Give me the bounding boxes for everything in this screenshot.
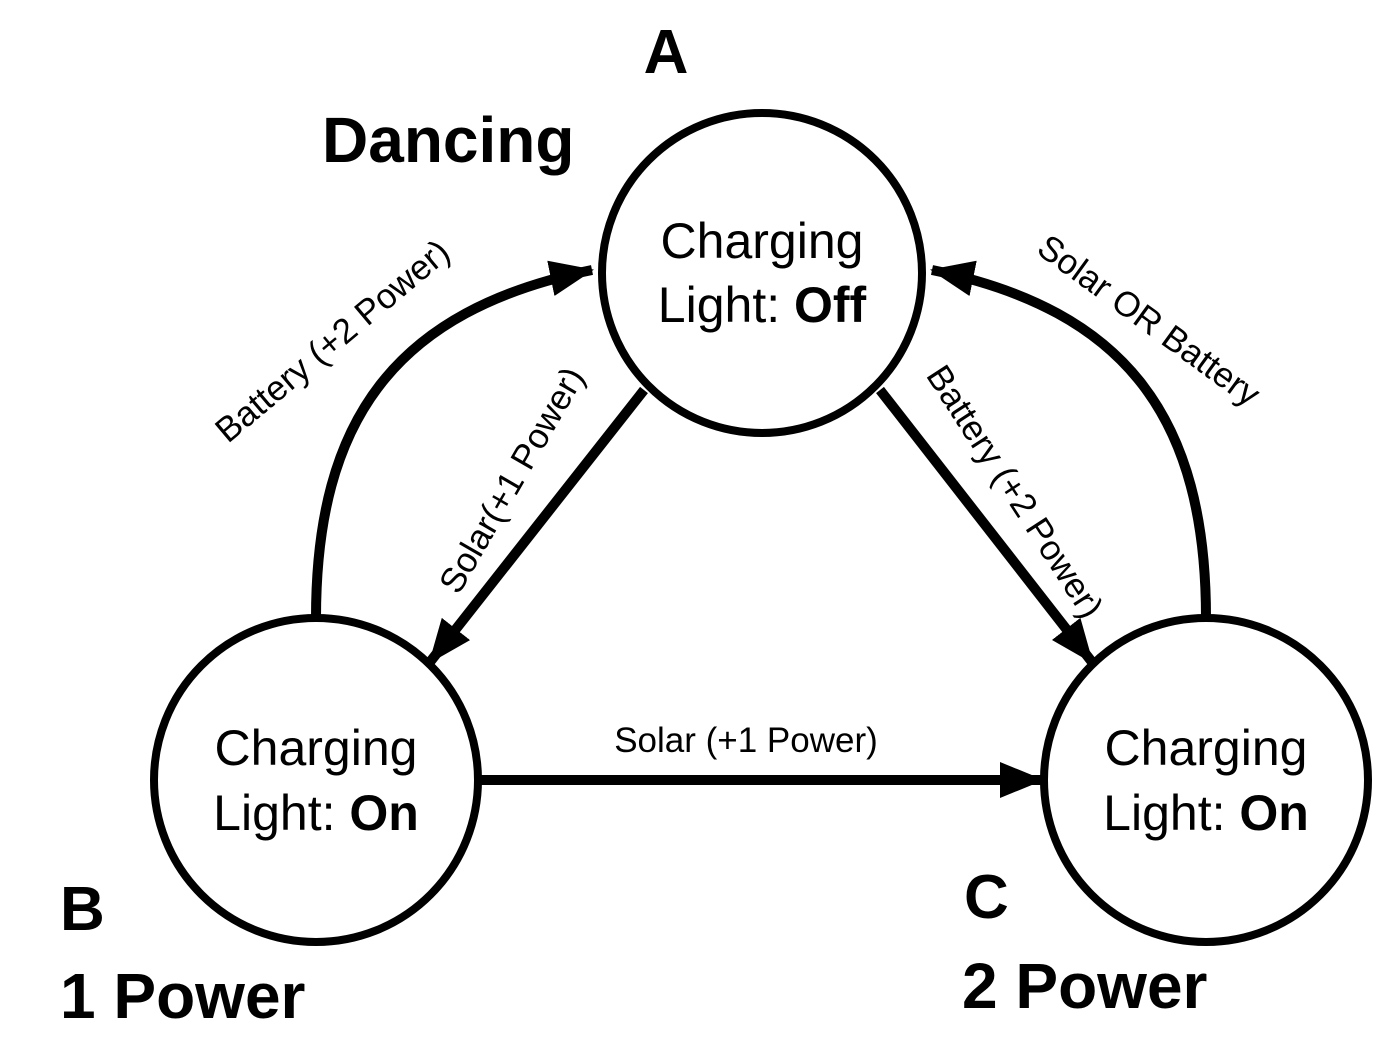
node-a-circle: [598, 109, 926, 437]
node-b-tag: 1 Power: [60, 960, 305, 1032]
node-a-line2: Light: Off: [658, 277, 867, 333]
node-a-line1: Charging: [661, 213, 864, 269]
edge-a-to-c: [876, 386, 1096, 666]
edge-b-to-a: [311, 260, 594, 619]
node-b-line1: Charging: [215, 720, 418, 776]
node-b-line2: Light: On: [213, 785, 419, 841]
edge-label-b-to-c: Solar (+1 Power): [614, 721, 878, 760]
node-c-letter: C: [964, 863, 1009, 932]
node-c-circle: [1040, 614, 1372, 946]
node-c-line1: Charging: [1105, 720, 1308, 776]
node-c-tag: 2 Power: [962, 950, 1207, 1022]
node-a-light-state: Off: [794, 277, 867, 333]
node-b-circle: [150, 614, 482, 946]
edge-a-to-b: [426, 386, 648, 666]
node-b-light-state: On: [349, 785, 418, 841]
node-a-tag: Dancing: [322, 104, 574, 176]
node-a-letter: A: [644, 18, 689, 87]
node-c-light-state: On: [1239, 785, 1308, 841]
node-a-light-prefix: Light:: [658, 277, 794, 333]
edge-c-to-a: [930, 260, 1211, 619]
node-b-light-prefix: Light:: [213, 785, 349, 841]
node-b-letter: B: [60, 875, 105, 944]
edge-label-a-to-c: Battery (+2 Power): [919, 358, 1111, 625]
node-c-line2: Light: On: [1103, 785, 1309, 841]
node-c-light-prefix: Light:: [1103, 785, 1239, 841]
